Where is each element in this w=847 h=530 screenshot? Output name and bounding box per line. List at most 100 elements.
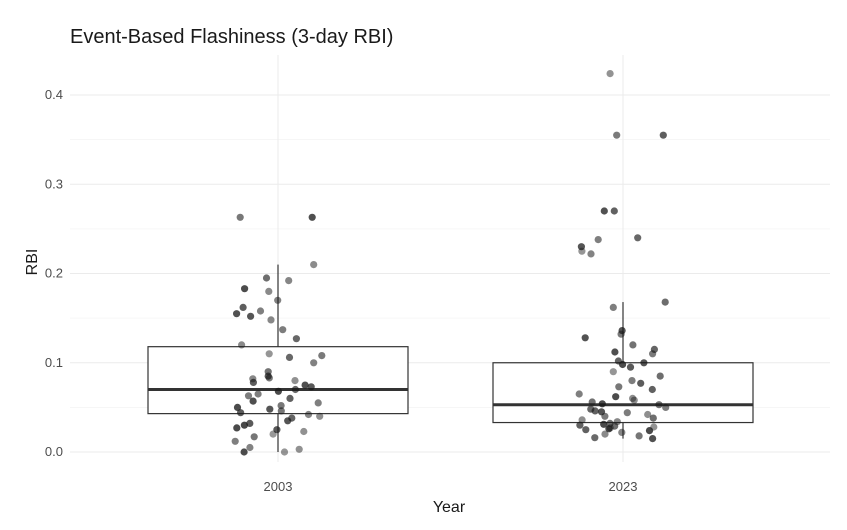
data-point (262, 274, 271, 282)
data-point (308, 213, 316, 221)
data-point (231, 437, 239, 445)
data-point (577, 243, 586, 251)
data-point (240, 448, 248, 456)
data-point (246, 419, 254, 427)
x-tick-label: 2023 (609, 479, 638, 494)
x-axis-ticks: 2003 2023 (264, 479, 638, 494)
data-point (628, 377, 636, 385)
data-point (279, 326, 287, 334)
data-point (588, 398, 596, 406)
data-point (291, 385, 299, 394)
data-point (609, 368, 617, 376)
data-point (237, 409, 245, 417)
data-point (239, 303, 247, 311)
data-point (661, 298, 669, 306)
data-point (649, 414, 657, 422)
data-point (274, 296, 282, 304)
y-tick-label: 0.0 (45, 444, 63, 459)
data-point (316, 412, 324, 420)
data-point (310, 261, 318, 269)
data-point (615, 383, 623, 391)
data-point (244, 392, 253, 400)
data-point (246, 443, 254, 452)
data-point (581, 334, 589, 342)
data-point (587, 250, 595, 258)
y-axis-title: RBI (24, 249, 41, 276)
data-point (254, 390, 262, 398)
data-point (266, 405, 274, 413)
box (492, 362, 754, 424)
data-point (637, 379, 645, 387)
data-point (273, 426, 281, 434)
data-point (318, 352, 326, 360)
data-point (594, 236, 602, 244)
data-point (623, 409, 631, 417)
data-point (644, 410, 652, 419)
data-point (630, 396, 638, 404)
data-point (576, 421, 584, 429)
data-point (600, 207, 608, 215)
data-point (285, 353, 294, 361)
data-point (292, 335, 300, 343)
data-point (250, 433, 258, 441)
data-point (307, 383, 315, 391)
data-point (265, 350, 273, 358)
data-point (277, 402, 285, 410)
x-tick-label: 2003 (264, 479, 293, 494)
data-point (591, 434, 599, 442)
data-point (256, 307, 265, 315)
data-point (618, 428, 626, 436)
data-point (601, 412, 609, 420)
data-point (233, 310, 241, 318)
data-point (277, 407, 285, 415)
data-point (629, 341, 637, 349)
jitter-points (231, 70, 670, 456)
data-point (610, 207, 618, 215)
boxes (147, 264, 754, 452)
data-point (265, 287, 273, 295)
data-point (280, 448, 289, 456)
data-point (649, 435, 657, 443)
data-point (605, 425, 613, 433)
data-point (611, 348, 619, 356)
data-point (578, 247, 586, 255)
data-point (274, 387, 282, 395)
data-point (606, 70, 614, 78)
x-axis-title: Year (433, 499, 466, 516)
data-point (591, 407, 599, 415)
data-point (575, 390, 583, 398)
data-point (295, 445, 303, 453)
data-point (249, 378, 257, 386)
data-point (314, 399, 322, 407)
data-point (655, 401, 663, 409)
data-point (649, 350, 657, 358)
data-point (291, 377, 299, 385)
data-point (304, 410, 313, 419)
data-point (238, 341, 246, 349)
data-point (286, 394, 294, 402)
data-point (635, 432, 643, 440)
data-point (612, 393, 620, 401)
data-point (662, 403, 670, 411)
data-point (301, 381, 309, 389)
y-tick-label: 0.1 (45, 355, 63, 370)
y-tick-label: 0.2 (45, 266, 63, 281)
data-point (284, 417, 292, 425)
data-point (241, 285, 249, 293)
data-point (598, 400, 606, 408)
data-point (267, 316, 275, 324)
data-point (240, 421, 248, 429)
y-tick-label: 0.3 (45, 176, 63, 191)
data-point (645, 427, 654, 435)
chart-title: Event-Based Flashiness (3-day RBI) (70, 26, 393, 48)
data-point (613, 131, 621, 139)
data-point (300, 427, 308, 436)
data-point (233, 403, 242, 411)
data-point (659, 131, 667, 139)
data-point (233, 424, 241, 432)
data-point (626, 363, 635, 371)
data-point (582, 426, 590, 434)
data-point (648, 385, 656, 394)
data-point (656, 372, 664, 380)
data-point (310, 359, 318, 367)
